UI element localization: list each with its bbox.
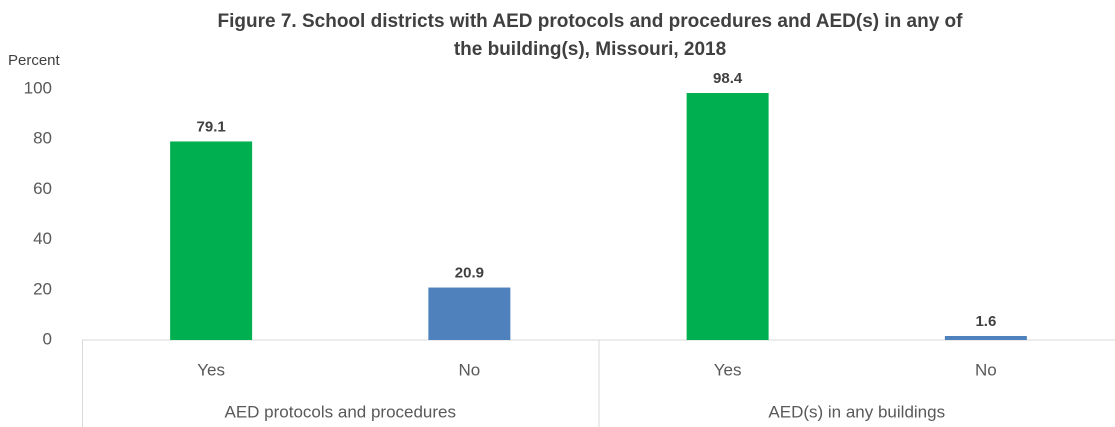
y-tick-label: 60 [33,179,52,198]
data-label: 79.1 [197,118,226,135]
data-label: 20.9 [455,265,484,282]
group-label: AED protocols and procedures [224,402,456,421]
x-tick-label: No [975,360,997,379]
y-tick-label: 80 [33,129,52,148]
bar [686,93,769,341]
bar [428,287,511,340]
y-tick-label: 40 [33,229,52,248]
y-tick-label: 100 [24,78,52,97]
x-tick-label: No [459,360,481,379]
y-tick-label: 0 [43,329,52,348]
group-label: AED(s) in any buildings [768,402,945,421]
bar [944,335,1027,340]
x-tick-label: Yes [197,360,225,379]
chart-title: Figure 7. School districts with AED prot… [218,11,964,32]
y-tick-label: 20 [33,279,52,298]
chart-title: the building(s), Missouri, 2018 [454,39,726,60]
data-label: 1.6 [975,313,996,330]
y-axis-label: Percent [8,52,61,69]
bar [170,141,253,340]
data-label: 98.4 [713,70,743,87]
x-tick-label: Yes [714,360,742,379]
